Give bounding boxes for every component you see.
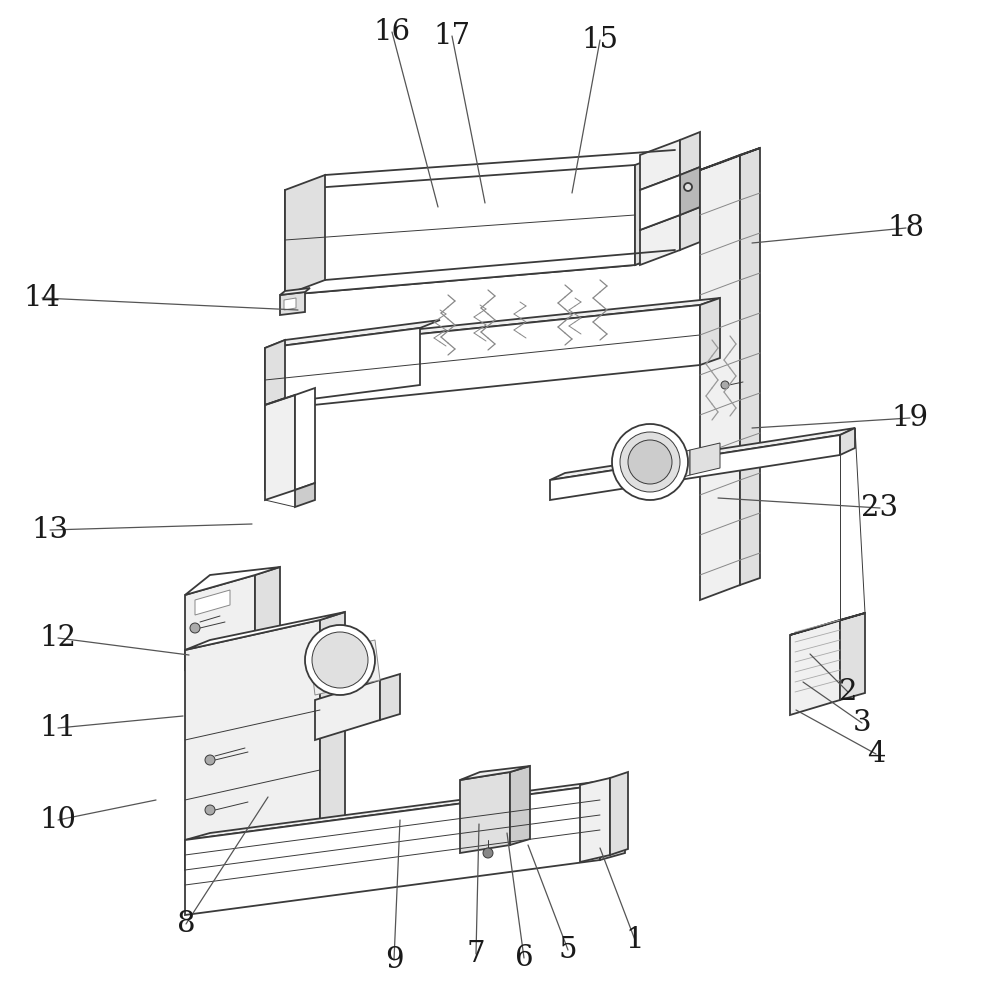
Text: 14: 14 bbox=[24, 284, 60, 312]
Polygon shape bbox=[315, 680, 380, 740]
Text: 6: 6 bbox=[515, 944, 533, 972]
Polygon shape bbox=[285, 250, 675, 295]
Polygon shape bbox=[265, 305, 700, 410]
Text: 15: 15 bbox=[582, 26, 618, 54]
Polygon shape bbox=[680, 207, 700, 250]
Text: 16: 16 bbox=[373, 18, 411, 46]
Polygon shape bbox=[700, 298, 720, 365]
Polygon shape bbox=[295, 483, 315, 507]
Polygon shape bbox=[310, 640, 380, 695]
Circle shape bbox=[612, 424, 688, 500]
Polygon shape bbox=[285, 165, 635, 295]
Polygon shape bbox=[280, 292, 305, 315]
Polygon shape bbox=[610, 772, 628, 855]
Polygon shape bbox=[265, 328, 420, 405]
Polygon shape bbox=[740, 148, 760, 585]
Polygon shape bbox=[635, 150, 675, 265]
Polygon shape bbox=[640, 140, 680, 190]
Text: 1: 1 bbox=[626, 926, 644, 954]
Polygon shape bbox=[550, 428, 855, 480]
Text: 18: 18 bbox=[887, 214, 925, 242]
Polygon shape bbox=[265, 298, 720, 350]
Polygon shape bbox=[285, 175, 325, 295]
Polygon shape bbox=[700, 155, 740, 600]
Circle shape bbox=[205, 755, 215, 765]
Circle shape bbox=[205, 805, 215, 815]
Polygon shape bbox=[840, 428, 855, 455]
Polygon shape bbox=[265, 395, 295, 500]
Polygon shape bbox=[185, 620, 320, 870]
Text: 19: 19 bbox=[891, 404, 929, 432]
Circle shape bbox=[628, 440, 672, 484]
Polygon shape bbox=[265, 398, 285, 490]
Text: 23: 23 bbox=[861, 494, 899, 522]
Polygon shape bbox=[195, 590, 230, 615]
Polygon shape bbox=[320, 612, 345, 840]
Polygon shape bbox=[700, 148, 760, 170]
Circle shape bbox=[190, 623, 200, 633]
Text: 2: 2 bbox=[839, 678, 857, 706]
Text: 13: 13 bbox=[31, 516, 69, 544]
Text: 17: 17 bbox=[433, 22, 471, 50]
Circle shape bbox=[620, 432, 680, 492]
Polygon shape bbox=[690, 443, 720, 475]
Polygon shape bbox=[284, 298, 296, 310]
Circle shape bbox=[684, 183, 692, 191]
Polygon shape bbox=[840, 613, 865, 700]
Polygon shape bbox=[265, 340, 285, 405]
Text: 4: 4 bbox=[867, 740, 885, 768]
Polygon shape bbox=[185, 785, 600, 915]
Polygon shape bbox=[680, 167, 700, 215]
Polygon shape bbox=[185, 567, 280, 595]
Polygon shape bbox=[640, 215, 680, 265]
Polygon shape bbox=[640, 175, 680, 230]
Circle shape bbox=[721, 381, 729, 389]
Polygon shape bbox=[550, 435, 840, 500]
Text: 7: 7 bbox=[467, 940, 485, 968]
Polygon shape bbox=[265, 320, 440, 348]
Polygon shape bbox=[600, 778, 625, 860]
Polygon shape bbox=[510, 766, 530, 845]
Polygon shape bbox=[680, 132, 700, 175]
Polygon shape bbox=[280, 288, 310, 295]
Polygon shape bbox=[580, 778, 610, 862]
Polygon shape bbox=[295, 388, 315, 490]
Text: 8: 8 bbox=[177, 910, 195, 938]
Polygon shape bbox=[185, 575, 255, 670]
Polygon shape bbox=[460, 772, 510, 853]
Polygon shape bbox=[185, 778, 625, 840]
Polygon shape bbox=[380, 674, 400, 720]
Polygon shape bbox=[790, 613, 865, 635]
Circle shape bbox=[305, 625, 375, 695]
Polygon shape bbox=[185, 612, 345, 650]
Circle shape bbox=[312, 632, 368, 688]
Text: 12: 12 bbox=[40, 624, 76, 652]
Polygon shape bbox=[460, 766, 530, 780]
Text: 11: 11 bbox=[40, 714, 76, 742]
Polygon shape bbox=[790, 620, 840, 715]
Polygon shape bbox=[650, 450, 690, 487]
Circle shape bbox=[483, 848, 493, 858]
Text: 3: 3 bbox=[853, 709, 871, 737]
Text: 9: 9 bbox=[385, 946, 403, 974]
Text: 5: 5 bbox=[559, 936, 577, 964]
Polygon shape bbox=[255, 567, 280, 650]
Text: 10: 10 bbox=[40, 806, 76, 834]
